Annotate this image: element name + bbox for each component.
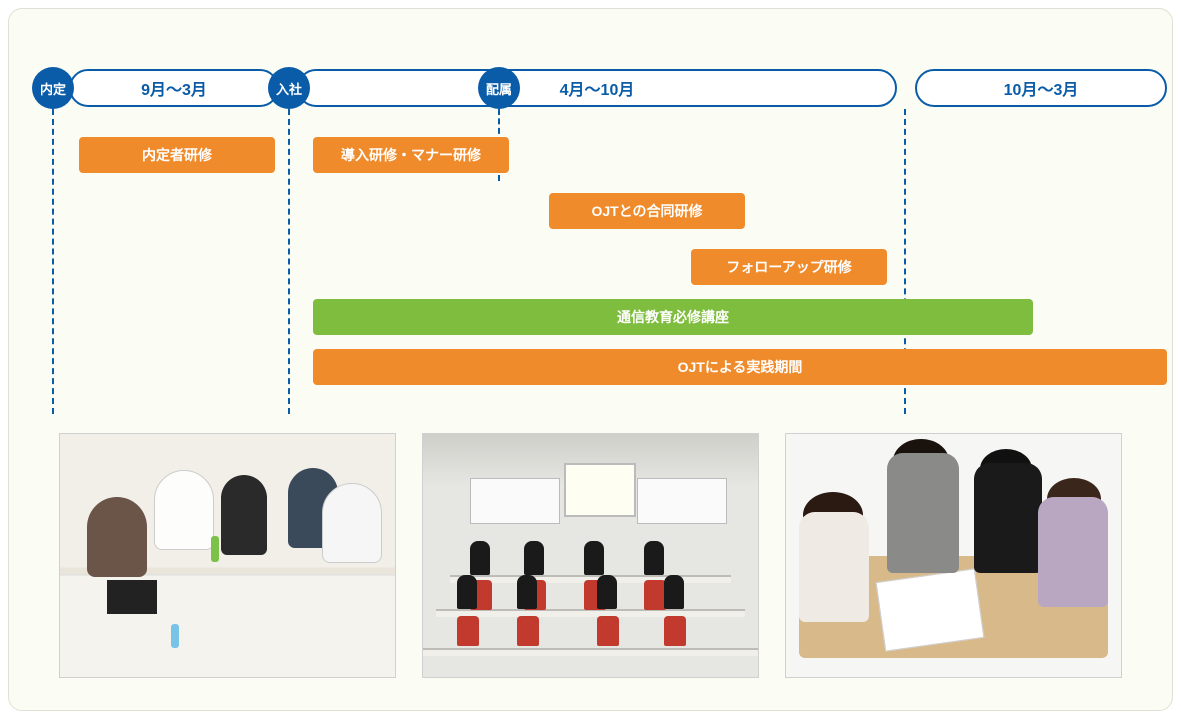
bar-naiteisha: 内定者研修 [79, 137, 275, 173]
bar-ojt-jissen: OJTによる実践期間 [313, 349, 1167, 385]
milestone-line-nyusha [288, 109, 290, 414]
training-photo-2 [422, 433, 759, 678]
training-photo-3 [785, 433, 1122, 678]
period-pill-1: 9月～3月 [69, 69, 279, 107]
training-photo-1 [59, 433, 396, 678]
milestone-line-naitei [52, 109, 54, 414]
bar-label: 内定者研修 [142, 145, 212, 165]
milestone-haizoku: 配属 [478, 67, 520, 109]
milestone-label: 入社 [276, 79, 302, 98]
period-label: 9月～3月 [141, 76, 207, 100]
bar-followup: フォローアップ研修 [691, 249, 887, 285]
bar-tsushin: 通信教育必修講座 [313, 299, 1033, 335]
bar-label: OJTとの合同研修 [591, 201, 702, 221]
timeline-area: 9月～3月 4月～10月 10月～3月 内定 入社 配属 内定者研修 導入研修・… [9, 9, 1172, 419]
bar-label: 導入研修・マナー研修 [341, 145, 481, 165]
bar-dounyu: 導入研修・マナー研修 [313, 137, 509, 173]
milestone-label: 内定 [40, 79, 66, 98]
training-schedule-panel: 9月～3月 4月～10月 10月～3月 内定 入社 配属 内定者研修 導入研修・… [8, 8, 1173, 711]
bar-ojt-goudou: OJTとの合同研修 [549, 193, 745, 229]
milestone-label: 配属 [486, 79, 512, 98]
milestone-nyusha: 入社 [268, 67, 310, 109]
period-label: 10月～3月 [1004, 76, 1079, 100]
period-pill-3: 10月～3月 [915, 69, 1167, 107]
period-label: 4月～10月 [560, 76, 635, 100]
bar-label: OJTによる実践期間 [678, 357, 803, 377]
bar-label: 通信教育必修講座 [617, 307, 729, 327]
milestone-naitei: 内定 [32, 67, 74, 109]
period-pill-2: 4月～10月 [297, 69, 897, 107]
bar-label: フォローアップ研修 [726, 257, 851, 277]
photo-row [59, 433, 1122, 678]
